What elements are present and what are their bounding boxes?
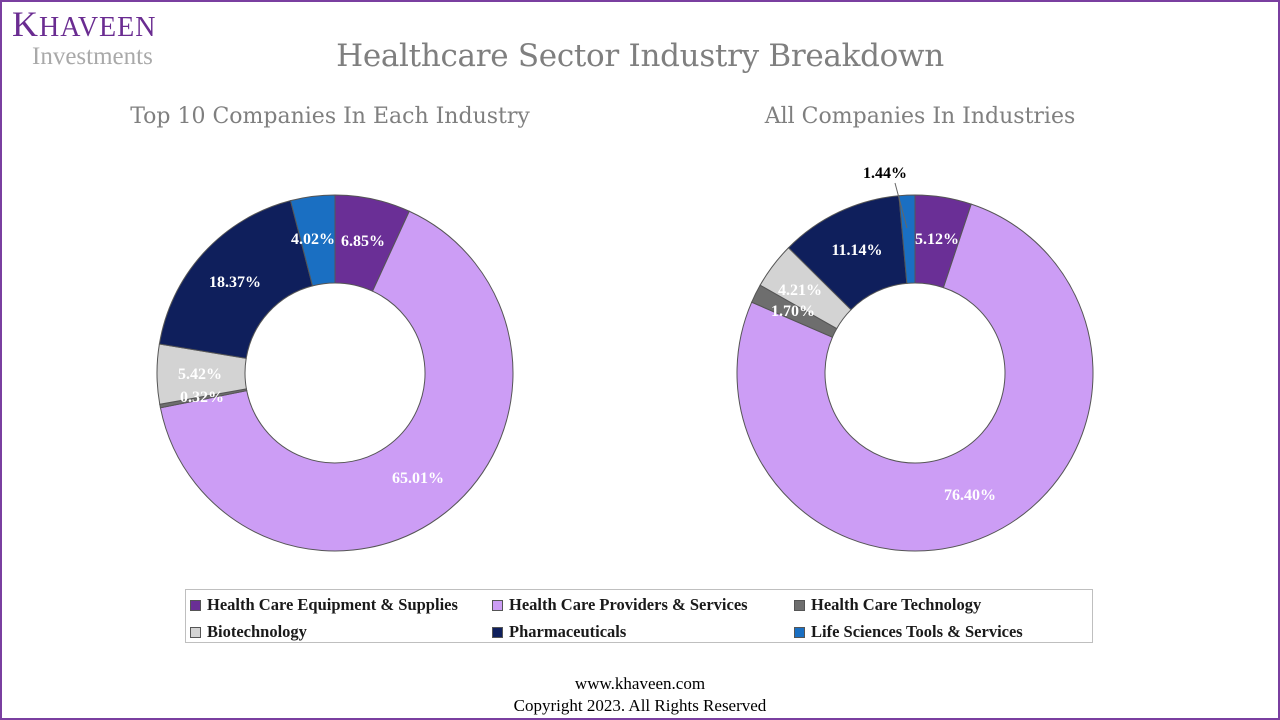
legend-item-biotechnology: Biotechnology (190, 622, 307, 642)
chart-legend: Health Care Equipment & Supplies Health … (185, 589, 1093, 643)
legend-swatch-biotechnology (190, 626, 201, 638)
data-label-health-care-equipment-and-supplies: 6.85% (341, 233, 385, 250)
legend-swatch-technology (794, 599, 805, 611)
data-label-health-care-equipment-and-supplies: 5.12% (915, 231, 959, 248)
data-label-pharmaceuticals: 18.37% (209, 274, 261, 291)
legend-label: Health Care Technology (811, 595, 982, 614)
logo-initial: K (12, 4, 39, 44)
slice-health-care-providers-and-services (736, 203, 1094, 552)
data-label-health-care-technology: 0.32% (180, 389, 224, 406)
legend-item-technology: Health Care Technology (794, 595, 981, 615)
data-label-biotechnology: 4.21% (778, 282, 822, 299)
khaveen-logo: KHAVEEN Investments (12, 6, 156, 69)
logo-rest: HAVEEN (39, 12, 157, 43)
donut-chart-all: 5.12% 76.40% 1.70% 4.21% 11.14% 1.44% (736, 165, 1094, 552)
legend-item-pharmaceuticals: Pharmaceuticals (492, 622, 626, 642)
footer-copyright: Copyright 2023. All Rights Reserved (513, 696, 767, 715)
page-title: Healthcare Sector Industry Breakdown (336, 38, 944, 74)
legend-label: Health Care Equipment & Supplies (207, 595, 458, 614)
legend-item-life-sciences: Life Sciences Tools & Services (794, 622, 1023, 642)
leader-line (894, 182, 908, 229)
logo-subtitle: Investments (32, 43, 153, 70)
data-label-biotechnology: 5.42% (178, 366, 222, 383)
chart-title-top10: Top 10 Companies In Each Industry (130, 104, 530, 129)
legend-label: Life Sciences Tools & Services (811, 622, 1023, 641)
data-label-health-care-technology: 1.70% (771, 303, 815, 320)
legend-swatch-life-sciences (794, 626, 805, 638)
footer-url: www.khaveen.com (574, 674, 706, 693)
legend-item-equipment: Health Care Equipment & Supplies (190, 595, 458, 615)
slice-pharmaceuticals (158, 200, 314, 359)
legend-item-providers: Health Care Providers & Services (492, 595, 748, 615)
logo-wordmark: KHAVEEN (12, 6, 156, 42)
slice-life-sciences-tools-and-services (898, 194, 916, 284)
legend-label: Health Care Providers & Services (509, 595, 748, 614)
donut-chart-top10: 6.85% 65.01% 0.32% 5.42% 18.37% 4.02% (156, 194, 514, 552)
data-label-health-care-providers-and-services: 65.01% (392, 470, 444, 487)
chart-title-all: All Companies In Industries (764, 104, 1076, 129)
legend-swatch-equipment (190, 599, 201, 611)
data-label-life-sciences-tools-and-services: 1.44% (863, 165, 907, 182)
data-label-pharmaceuticals: 11.14% (831, 242, 882, 259)
data-label-health-care-providers-and-services: 76.40% (944, 487, 996, 504)
legend-label: Biotechnology (207, 622, 307, 641)
data-label-life-sciences-tools-and-services: 4.02% (291, 231, 335, 248)
legend-label: Pharmaceuticals (509, 622, 627, 641)
slice-life-sciences-tools-and-services (289, 194, 336, 287)
slice-health-care-providers-and-services (159, 210, 514, 552)
legend-swatch-providers (492, 599, 503, 611)
legend-swatch-pharmaceuticals (492, 626, 503, 638)
